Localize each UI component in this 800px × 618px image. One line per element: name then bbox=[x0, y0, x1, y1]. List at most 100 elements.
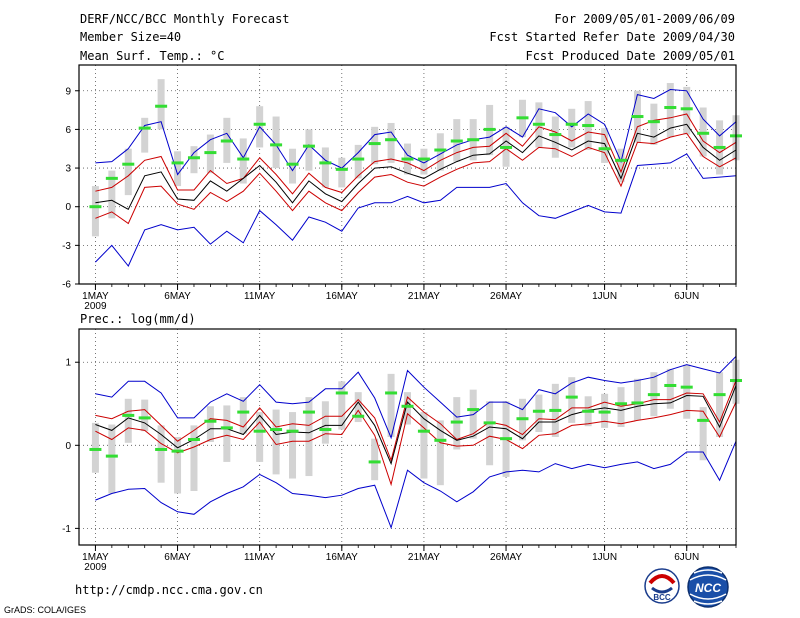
obs-marker-day-35 bbox=[647, 120, 660, 124]
obs-marker-day-21 bbox=[417, 157, 430, 161]
ensemble-bar-day-25 bbox=[486, 401, 494, 466]
ensemble-bar-day-22 bbox=[436, 133, 444, 171]
obs-marker-day-6 bbox=[171, 161, 184, 165]
obs-marker-day-9 bbox=[220, 139, 233, 143]
obs-marker-day-2 bbox=[105, 176, 118, 180]
series-line-lower bbox=[95, 401, 737, 487]
obs-marker-day-22 bbox=[434, 438, 447, 442]
x-tick-label: 26MAY bbox=[490, 291, 522, 302]
website-url[interactable]: http://cmdp.ncc.cma.gov.cn bbox=[75, 583, 263, 597]
obs-marker-day-39 bbox=[713, 145, 726, 149]
year-label: 2009 bbox=[84, 301, 107, 312]
obs-marker-day-8 bbox=[204, 151, 217, 155]
y-tick-label: 0 bbox=[65, 441, 71, 452]
ensemble-bar-day-30 bbox=[568, 377, 576, 423]
ensemble-bar-day-39 bbox=[716, 372, 724, 437]
ensemble-bar-day-38 bbox=[699, 407, 707, 461]
ensemble-bar-day-33 bbox=[617, 387, 625, 428]
obs-marker-day-17 bbox=[352, 157, 365, 161]
ensemble-bar-day-7 bbox=[190, 425, 198, 491]
obs-marker-day-11 bbox=[253, 429, 266, 433]
x-tick-label: 16MAY bbox=[326, 552, 358, 563]
obs-marker-day-30 bbox=[565, 395, 578, 399]
obs-marker-day-10 bbox=[237, 410, 250, 414]
year-label: 2009 bbox=[84, 562, 107, 573]
series-line-upper bbox=[95, 113, 737, 195]
obs-marker-day-29 bbox=[549, 408, 562, 412]
y-tick-label: 0 bbox=[65, 202, 71, 213]
obs-marker-day-23 bbox=[450, 139, 463, 143]
x-tick-label: 1JUN bbox=[592, 552, 617, 563]
ensemble-bar-day-11 bbox=[256, 412, 264, 462]
obs-marker-day-1 bbox=[89, 447, 102, 451]
ensemble-bar-day-3 bbox=[124, 398, 132, 443]
ensemble-bar-day-21 bbox=[420, 412, 428, 479]
obs-marker-day-23 bbox=[450, 420, 463, 424]
ensemble-bar-day-18 bbox=[371, 126, 379, 165]
ensemble-bar-day-35 bbox=[650, 103, 658, 145]
obs-marker-day-20 bbox=[401, 404, 414, 408]
obs-marker-day-28 bbox=[532, 409, 545, 413]
ncc-logo: NCC bbox=[687, 566, 729, 608]
ensemble-bar-day-19 bbox=[387, 373, 395, 437]
ensemble-bar-day-34 bbox=[633, 378, 641, 421]
y-tick-label: -1 bbox=[62, 524, 71, 535]
series-line-max bbox=[95, 88, 737, 176]
ensemble-bar-day-17 bbox=[354, 144, 362, 179]
figure-title: DERF/NCC/BCC Monthly Forecast bbox=[80, 12, 290, 26]
obs-marker-day-28 bbox=[532, 122, 545, 126]
precip-label: Prec.: log(mm/d) bbox=[80, 312, 196, 326]
obs-marker-day-36 bbox=[664, 106, 677, 110]
x-tick-label: 1MAY bbox=[82, 291, 109, 302]
x-tick-label: 21MAY bbox=[408, 552, 440, 563]
obs-marker-day-30 bbox=[565, 122, 578, 126]
obs-marker-day-1 bbox=[89, 205, 102, 209]
ensemble-bar-day-5 bbox=[157, 79, 165, 130]
obs-marker-day-15 bbox=[319, 428, 332, 432]
y-tick-label: 6 bbox=[65, 125, 71, 136]
obs-marker-day-37 bbox=[680, 385, 693, 389]
series-line-mean bbox=[95, 123, 737, 210]
obs-marker-day-25 bbox=[483, 127, 496, 131]
ensemble-bar-day-16 bbox=[338, 157, 346, 188]
ensemble-bar-day-8 bbox=[206, 406, 214, 442]
x-tick-label: 1JUN bbox=[592, 291, 617, 302]
obs-marker-day-22 bbox=[434, 148, 447, 152]
ensemble-bar-day-21 bbox=[420, 148, 428, 175]
ensemble-bar-day-15 bbox=[321, 147, 329, 188]
ensemble-bar-day-4 bbox=[141, 117, 149, 153]
ensemble-bar-day-28 bbox=[535, 394, 543, 433]
x-tick-label: 6MAY bbox=[164, 291, 191, 302]
ensemble-bar-day-14 bbox=[305, 397, 313, 477]
ensemble-bar-day-32 bbox=[601, 128, 609, 163]
obs-marker-day-17 bbox=[352, 414, 365, 418]
x-tick-label: 6JUN bbox=[674, 291, 699, 302]
obs-marker-day-14 bbox=[302, 144, 315, 148]
obs-marker-day-2 bbox=[105, 454, 118, 458]
ensemble-bar-day-10 bbox=[239, 138, 247, 184]
obs-marker-day-33 bbox=[615, 402, 628, 406]
bcc-logo: BCC bbox=[644, 568, 680, 604]
obs-marker-day-25 bbox=[483, 421, 496, 425]
ensemble-bar-day-37 bbox=[683, 364, 691, 419]
x-tick-label: 6JUN bbox=[674, 552, 699, 563]
obs-marker-day-19 bbox=[385, 138, 398, 142]
ensemble-bar-day-4 bbox=[141, 399, 149, 432]
obs-marker-day-10 bbox=[237, 157, 250, 161]
series-line-upper bbox=[95, 380, 737, 462]
ensemble-bar-day-10 bbox=[239, 397, 247, 434]
series-line-min bbox=[95, 153, 737, 267]
x-tick-label: 6MAY bbox=[164, 552, 191, 563]
obs-marker-day-7 bbox=[187, 156, 200, 160]
ensemble-bar-day-13 bbox=[289, 412, 297, 479]
obs-marker-day-31 bbox=[582, 409, 595, 413]
obs-marker-day-24 bbox=[467, 138, 480, 142]
ensemble-bar-day-1 bbox=[91, 422, 99, 473]
obs-marker-day-37 bbox=[680, 107, 693, 111]
ensemble-bar-day-2 bbox=[108, 170, 116, 219]
ensemble-bar-day-9 bbox=[223, 405, 231, 462]
obs-marker-day-33 bbox=[615, 158, 628, 162]
obs-marker-day-4 bbox=[138, 416, 151, 420]
